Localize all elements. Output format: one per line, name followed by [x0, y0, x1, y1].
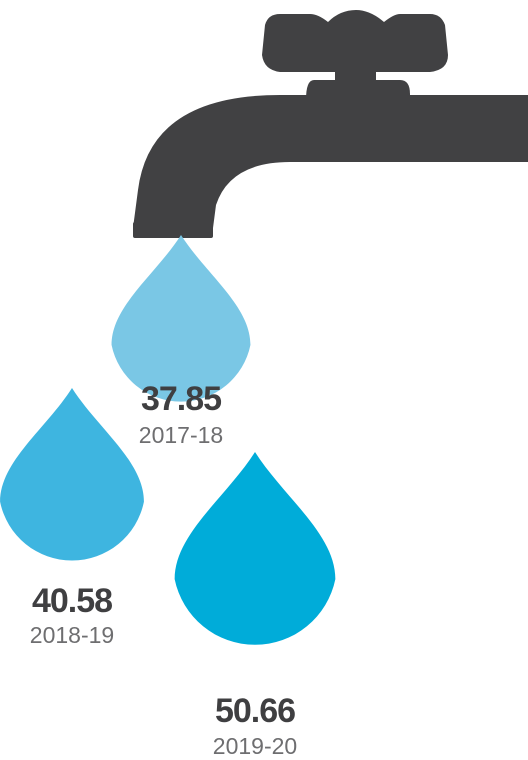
water-tap-icon [133, 10, 528, 238]
water-drop-2018-19 [0, 388, 144, 561]
value-label-2017-18: 37.85 [141, 380, 221, 418]
drops-layer [0, 235, 336, 645]
water-drop-2019-20 [174, 452, 336, 645]
year-label-2017-18: 2017-18 [139, 422, 223, 448]
water-drop-2017-18 [111, 235, 251, 402]
year-label-2018-19: 2018-19 [30, 622, 114, 648]
value-label-2018-19: 40.58 [32, 582, 112, 620]
year-label-2019-20: 2019-20 [213, 733, 297, 759]
value-label-2019-20: 50.66 [215, 692, 295, 730]
